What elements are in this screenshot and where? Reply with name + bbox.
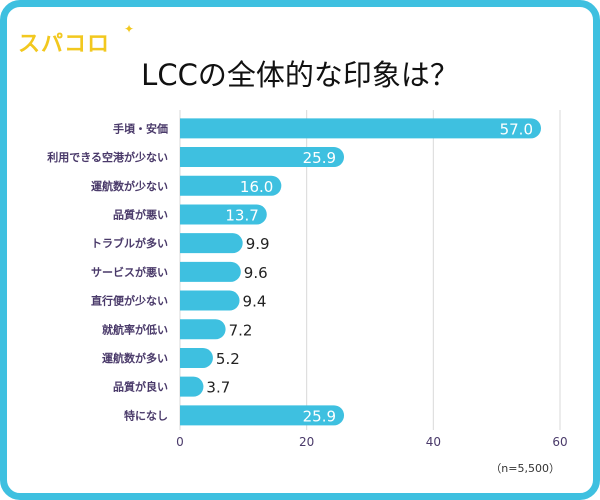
bar xyxy=(180,118,541,139)
brand-logo: スパコロ xyxy=(18,32,111,57)
value-label: 57.0 xyxy=(500,120,533,138)
value-label: 16.0 xyxy=(240,178,273,196)
bar xyxy=(180,233,243,254)
category-label: 品質が悪い xyxy=(113,207,168,221)
bar xyxy=(180,147,345,168)
category-label: 特になし xyxy=(124,408,168,422)
category-label: トラブルが多い xyxy=(91,236,168,250)
x-tick-label: 0 xyxy=(176,435,184,449)
category-label: 利用できる空港が少ない xyxy=(47,150,168,164)
chart-title: LCCの全体的な印象は？ xyxy=(141,58,459,92)
category-label: サービスが悪い xyxy=(91,265,168,279)
sample-size-note: （n=5,500） xyxy=(490,462,560,475)
value-label: 7.2 xyxy=(229,321,253,339)
category-label: 運航数が少ない xyxy=(91,179,168,193)
bar xyxy=(180,376,204,397)
bar xyxy=(180,261,241,282)
category-label: 直行便が少ない xyxy=(91,294,168,308)
category-label: 就航率が低い xyxy=(102,322,168,336)
bar xyxy=(180,204,267,225)
x-tick-label: 60 xyxy=(552,435,567,449)
category-label: 手頃・安価 xyxy=(113,121,168,135)
category-label: 運航数が多い xyxy=(102,351,168,365)
value-label: 5.2 xyxy=(216,350,240,368)
x-tick-label: 20 xyxy=(299,435,314,449)
value-label: 3.7 xyxy=(206,379,230,397)
value-label: 25.9 xyxy=(303,149,336,167)
bar xyxy=(180,290,240,311)
value-label: 13.7 xyxy=(225,206,258,224)
value-label: 25.9 xyxy=(303,407,336,425)
value-label: 9.6 xyxy=(244,264,268,282)
bar xyxy=(180,347,213,368)
value-label: 9.4 xyxy=(243,293,267,311)
value-label: 9.9 xyxy=(246,235,270,253)
bar xyxy=(180,175,282,196)
bar xyxy=(180,319,226,340)
x-tick-label: 40 xyxy=(426,435,441,449)
bar xyxy=(180,405,345,426)
sparkle-icon: ✦ xyxy=(124,22,135,36)
category-label: 品質が良い xyxy=(113,380,168,394)
